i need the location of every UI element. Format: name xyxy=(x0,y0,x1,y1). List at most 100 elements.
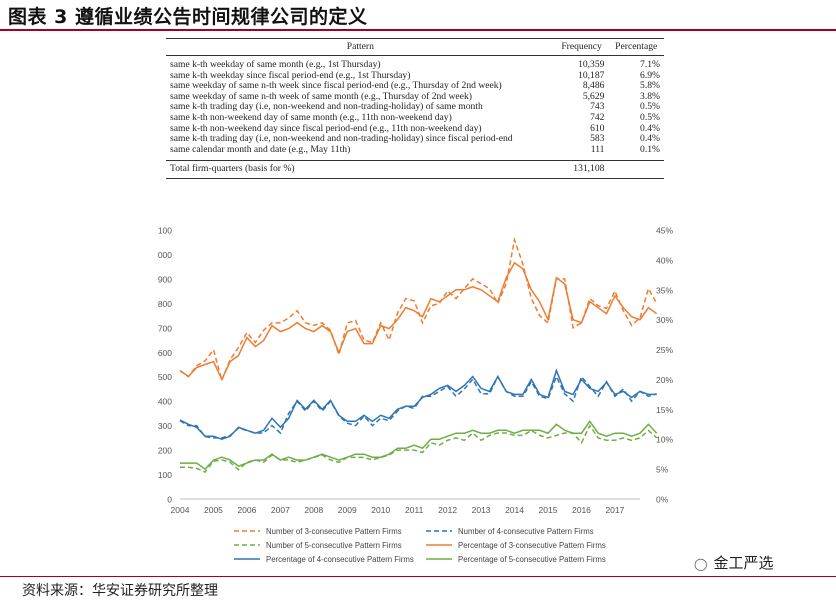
y-left-tick-label: 100 xyxy=(158,226,172,236)
table-row: same k-th non-weekend day of same month … xyxy=(166,111,664,124)
cell-pattern: same k-th trading day (i.e, non-weekend … xyxy=(170,133,513,145)
legend-label: Percentage of 4-consecutive Pattern Firm… xyxy=(266,555,414,564)
y-right-tick-label: 25% xyxy=(656,345,673,355)
pattern-table: Pattern Frequency Percentage same k-th w… xyxy=(166,38,664,179)
y-left-tick-label: 900 xyxy=(158,274,172,284)
y-right-tick-label: 40% xyxy=(656,255,673,265)
total-percentage xyxy=(608,160,664,179)
cell-percentage: 0.5% xyxy=(640,101,660,113)
cell-pattern: same calendar month and date (e.g., May … xyxy=(170,143,351,155)
y-right-tick-label: 45% xyxy=(656,226,673,236)
y-left-tick-label: 500 xyxy=(158,372,172,382)
watermark-chat-icon: ◯ xyxy=(694,557,708,571)
chart-lines xyxy=(179,236,658,474)
series-line xyxy=(179,368,657,440)
cell-percentage: 7.1% xyxy=(640,59,660,70)
cell-percentage: 0.4% xyxy=(640,133,660,145)
cell-percentage: 0.1% xyxy=(640,143,660,155)
y-right-tick-label: 10% xyxy=(656,435,673,445)
cell-percentage: 3.8% xyxy=(640,90,660,102)
y-left-tick-label: 600 xyxy=(158,348,172,358)
x-tick-label: 2009 xyxy=(338,505,357,515)
total-label: Total firm-quarters (basis for %) xyxy=(166,160,555,179)
total-frequency: 131,108 xyxy=(554,160,609,179)
cell-frequency: 111 xyxy=(590,143,605,155)
y-right-tick-label: 35% xyxy=(656,285,673,295)
x-tick-label: 2012 xyxy=(438,505,457,515)
legend-label: Percentage of 3-consecutive Pattern Firm… xyxy=(458,541,606,550)
x-tick-label: 2017 xyxy=(605,505,624,515)
y-left-tick-label: 300 xyxy=(158,421,172,431)
x-tick-label: 2006 xyxy=(237,505,256,515)
table-row: same k-th weekday since fiscal period-en… xyxy=(166,69,664,82)
y-right-tick-label: 30% xyxy=(656,315,673,325)
table-body: same k-th weekday of same month (e.g., 1… xyxy=(166,56,664,179)
y-left-tick-label: 000 xyxy=(158,250,172,260)
table-row: same k-th trading day (i.e, non-weekend … xyxy=(166,134,664,145)
cell-pattern: same k-th weekday of same month (e.g., 1… xyxy=(170,59,381,70)
table-row: same k-th weekday of same month (e.g., 1… xyxy=(166,56,664,71)
cell-frequency: 743 xyxy=(590,101,605,113)
cell-frequency: 742 xyxy=(590,111,605,123)
legend-label: Number of 3-consecutive Pattern Firms xyxy=(266,527,402,536)
cell-pattern: same weekday of same n-th week of same m… xyxy=(170,90,472,102)
cell-frequency: 10,359 xyxy=(578,59,605,70)
pattern-table-container: Pattern Frequency Percentage same k-th w… xyxy=(166,38,664,179)
legend-label: Number of 4-consecutive Pattern Firms xyxy=(458,527,594,536)
cell-frequency: 610 xyxy=(590,122,605,134)
x-tick-label: 2015 xyxy=(539,505,558,515)
cell-frequency: 583 xyxy=(590,133,605,145)
table-row: same calendar month and date (e.g., May … xyxy=(166,143,664,161)
y-left-tick-label: 0 xyxy=(167,495,172,505)
x-tick-label: 2004 xyxy=(171,505,190,515)
x-tick-label: 2011 xyxy=(405,505,424,515)
cell-pattern: same weekday of same n-th week since fis… xyxy=(170,80,502,92)
table-header-row: Pattern Frequency Percentage xyxy=(166,38,664,56)
table-total-row: Total firm-quarters (basis for %) 131,108 xyxy=(166,160,664,179)
x-tick-label: 2007 xyxy=(271,505,290,515)
y-left-tick-label: 800 xyxy=(158,299,172,309)
cell-frequency: 8,486 xyxy=(582,80,605,92)
series-line xyxy=(179,374,657,439)
source-note: 资料来源：华安证券研究所整理 xyxy=(22,583,218,599)
chart-axes: 100 000 900 800 700 600 500 400 300 200 100 0 45% 40%… xyxy=(158,226,674,516)
col-header-percentage: Percentage xyxy=(608,38,664,56)
series-line xyxy=(179,236,658,383)
y-left-tick-label: 700 xyxy=(158,323,172,333)
cell-pattern: same k-th non-weekend day of same month … xyxy=(170,111,452,123)
table-row: same k-th non-weekend day since fiscal p… xyxy=(166,122,664,135)
cell-frequency: 5,629 xyxy=(582,90,605,102)
x-tick-label: 2014 xyxy=(505,505,524,515)
cell-frequency: 10,187 xyxy=(578,69,605,81)
cell-percentage: 5.8% xyxy=(640,80,660,92)
y-left-tick-label: 100 xyxy=(158,470,172,480)
cell-pattern: same k-th weekday since fiscal period-en… xyxy=(170,69,411,81)
chart-legend: Number of 3-consecutive Pattern Firms Num… xyxy=(234,527,606,564)
cell-percentage: 0.5% xyxy=(640,111,660,123)
figure-title: 图表 3 遵循业绩公告时间规律公司的定义 xyxy=(8,6,368,28)
series-line xyxy=(180,419,658,471)
watermark-text: ◯ 金工严选 xyxy=(694,552,773,573)
cell-pattern: same k-th non-weekend day since fiscal p… xyxy=(170,122,482,134)
footer-divider xyxy=(0,576,836,577)
table-row: same weekday of same n-th week of same m… xyxy=(166,90,664,103)
cell-percentage: 0.4% xyxy=(640,122,660,134)
y-right-tick-label: 15% xyxy=(656,405,673,415)
x-tick-label: 2013 xyxy=(472,505,491,515)
watermark-label: 金工严选 xyxy=(713,554,774,572)
x-tick-label: 2010 xyxy=(371,505,390,515)
col-header-frequency: Frequency xyxy=(554,38,609,56)
y-left-tick-label: 200 xyxy=(158,446,172,456)
y-left-tick-label: 400 xyxy=(158,397,172,407)
y-right-tick-label: 5% xyxy=(656,465,669,475)
x-tick-label: 2008 xyxy=(304,505,323,515)
series-line xyxy=(179,261,658,382)
y-right-tick-label: 20% xyxy=(656,375,673,385)
table-row: same k-th trading day (i.e, non-weekend … xyxy=(166,102,664,113)
col-header-pattern: Pattern xyxy=(166,38,555,56)
table-row: same weekday of same n-th week since fis… xyxy=(166,81,664,92)
x-tick-label: 2005 xyxy=(204,505,223,515)
title-divider xyxy=(0,29,836,31)
cell-percentage: 6.9% xyxy=(640,69,660,81)
legend-label: Number of 5-consecutive Pattern Firms xyxy=(266,541,402,550)
